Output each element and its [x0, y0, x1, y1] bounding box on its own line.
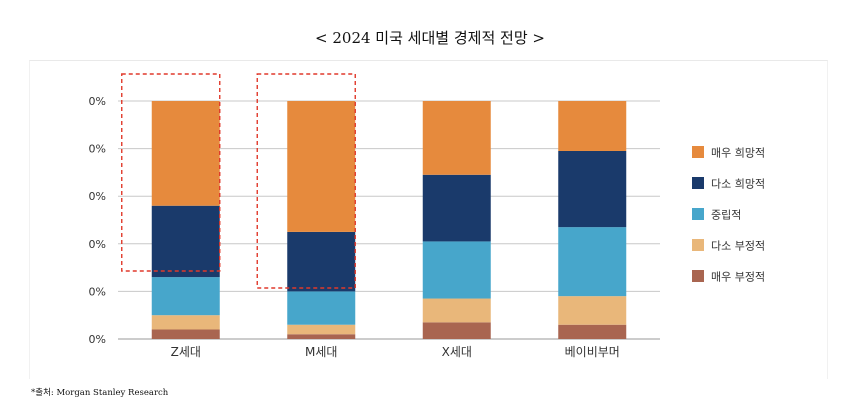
- bar-segment: [287, 334, 356, 339]
- bar-segment: [422, 298, 491, 323]
- y-tick-label: 0%: [89, 333, 106, 346]
- bar-segment: [151, 315, 220, 330]
- legend-label: 다소 부정적: [711, 240, 765, 253]
- bar-segment: [151, 329, 220, 339]
- bar-segment: [422, 174, 491, 242]
- bar-segment: [422, 322, 491, 339]
- bar-segment: [287, 324, 356, 335]
- legend-swatch: [692, 146, 704, 158]
- bar-segment: [287, 291, 356, 325]
- legend-swatch: [692, 239, 704, 251]
- bar-segment: [558, 296, 627, 325]
- y-tick-label: 0%: [89, 285, 106, 298]
- y-tick-label: 0%: [89, 95, 106, 108]
- y-tick-label: 0%: [89, 143, 106, 156]
- highlight-box: [256, 73, 356, 289]
- bar-segment: [558, 101, 627, 151]
- bar-segment: [151, 205, 220, 278]
- bar-segment: [558, 150, 627, 228]
- legend-swatch: [692, 270, 704, 282]
- bar-segment: [422, 101, 491, 175]
- source-note: *출처: Morgan Stanley Research: [31, 388, 169, 398]
- x-tick-label: 베이비부머: [565, 345, 620, 359]
- x-tick-label: M세대: [305, 345, 337, 359]
- y-tick-label: 0%: [89, 238, 106, 251]
- x-tick-label: X세대: [442, 345, 472, 359]
- legend-label: 중립적: [711, 209, 741, 222]
- legend-label: 다소 희망적: [711, 178, 765, 191]
- y-tick-label: 0%: [89, 190, 106, 203]
- legend-swatch: [692, 208, 704, 220]
- bar-segment: [558, 227, 627, 297]
- legend-label: 매우 부정적: [711, 271, 765, 284]
- bar-segment: [151, 101, 220, 206]
- bar-segment: [558, 324, 627, 339]
- bar-segment: [422, 241, 491, 299]
- chart-title: < 2024 미국 세대별 경제적 전망 >: [315, 29, 545, 47]
- bar-segment: [287, 101, 356, 232]
- x-tick-label: Z세대: [171, 345, 201, 359]
- highlight-box: [121, 73, 221, 272]
- bar-segment: [151, 277, 220, 316]
- bar-segment: [287, 231, 356, 292]
- legend-label: 매우 희망적: [711, 147, 765, 160]
- legend-swatch: [692, 177, 704, 189]
